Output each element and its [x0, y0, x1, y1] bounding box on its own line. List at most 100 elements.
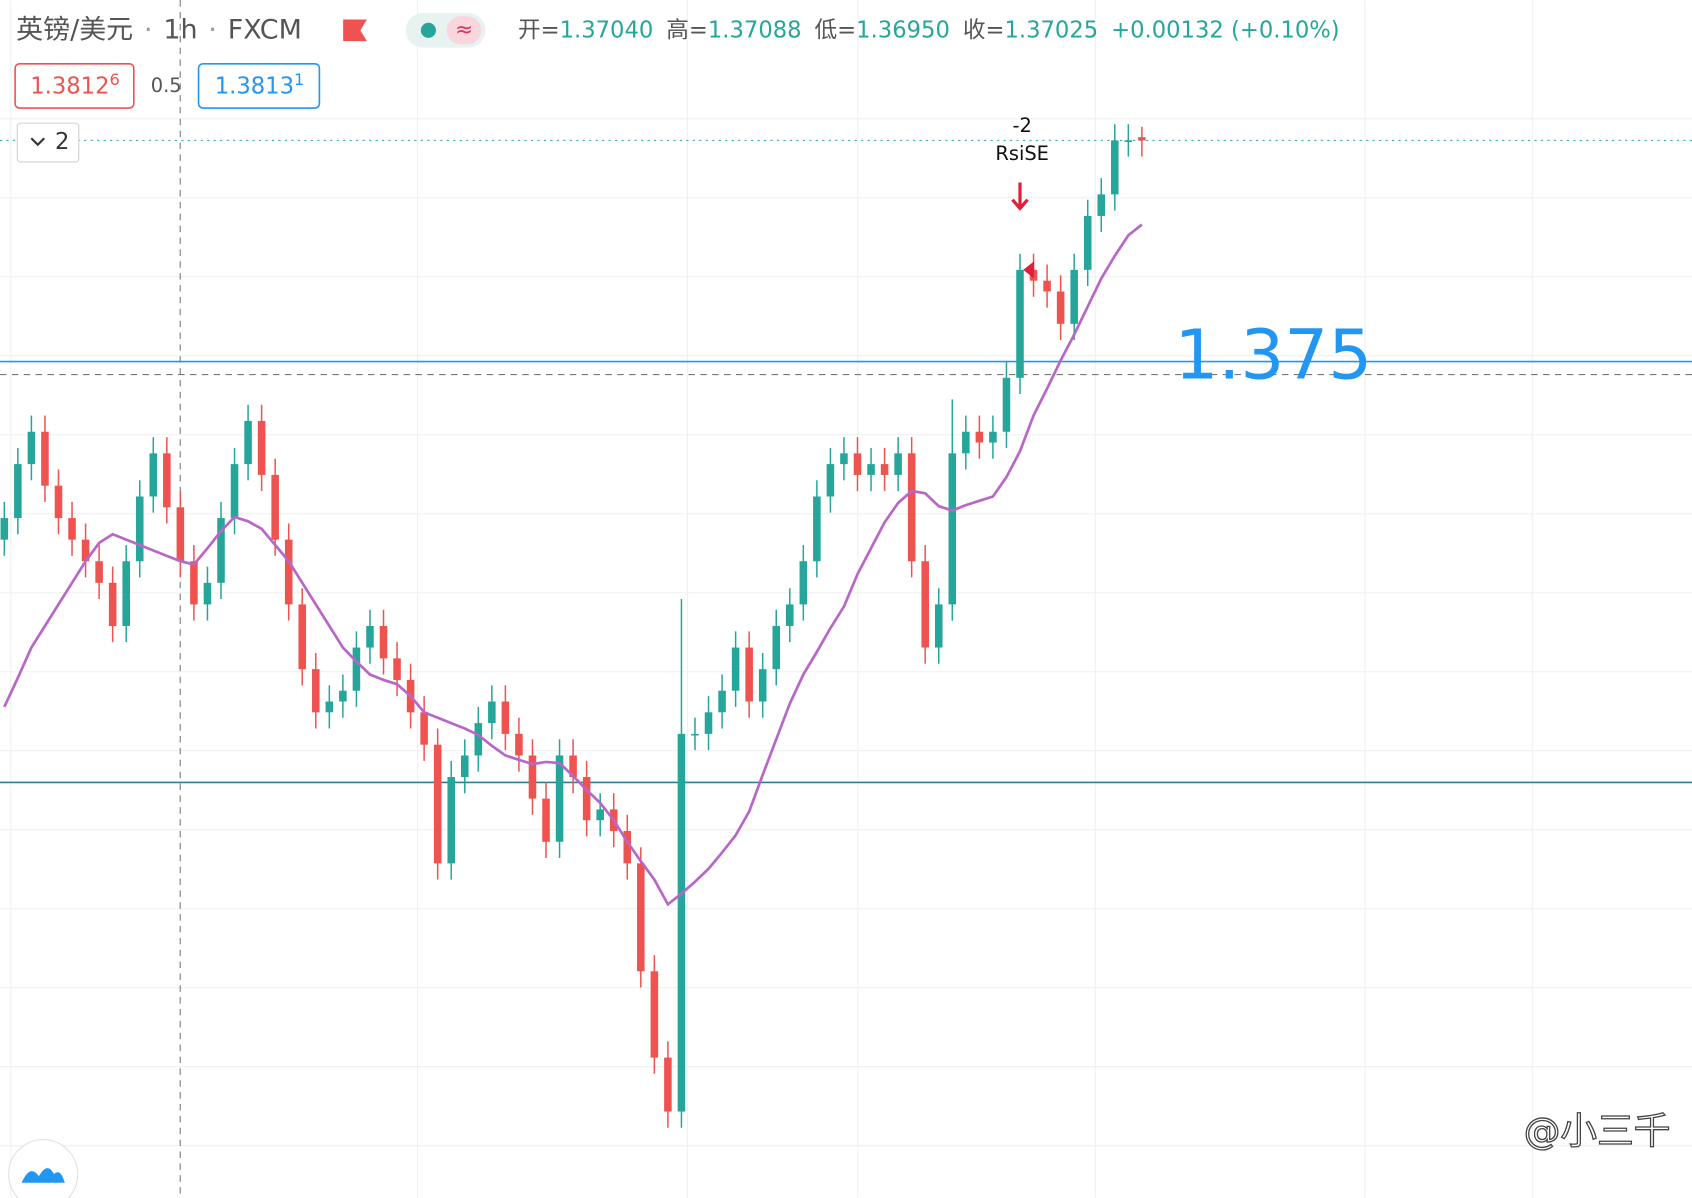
candle-body [1138, 137, 1146, 141]
candle-body [460, 755, 469, 778]
signal-triangle [1023, 261, 1035, 279]
candle-body [257, 420, 266, 475]
candle-body [1124, 140, 1133, 143]
candle-body [393, 658, 401, 680]
candle-body [731, 647, 740, 691]
candle-body [501, 701, 510, 734]
candle-body [298, 604, 307, 670]
candle-body [637, 863, 645, 972]
candle-body [691, 733, 699, 736]
overlay: 英镑/美元 · 1h · FXCM ≈ 开=1.37040 高=1.37088 低=1.36… [8, 13, 1671, 1198]
moving-average [3, 223, 1143, 907]
candle-body [623, 831, 632, 864]
indicator-toggle[interactable] [16, 122, 80, 163]
candle-body [786, 604, 794, 626]
signal-value: -2 [1012, 114, 1031, 137]
candle-body [447, 777, 455, 864]
candle-body [176, 507, 185, 562]
sell-price: 1.38126 [30, 69, 120, 98]
candle-body [853, 453, 862, 475]
ohlc-label: 开= [518, 17, 560, 43]
candle-body [54, 485, 63, 519]
candle-body [758, 669, 767, 702]
candle-body [677, 733, 686, 1112]
status-dot [420, 22, 436, 38]
candle-body [542, 798, 550, 842]
buy-button[interactable] [197, 62, 321, 109]
candle-body [312, 669, 320, 713]
candle-body [41, 431, 49, 486]
candle-body [1097, 194, 1106, 216]
candle-body [108, 582, 117, 626]
candle-body [528, 755, 537, 799]
candle-body [27, 431, 36, 465]
flag-icon[interactable] [343, 19, 367, 42]
interval: 1h [163, 14, 197, 45]
candle-body [488, 701, 496, 724]
signal-arrow [1011, 182, 1029, 211]
ohlc-value: 1.37025 [1004, 17, 1098, 43]
candle-body [948, 453, 957, 605]
candle-body [569, 755, 577, 778]
candle-body [894, 453, 902, 475]
candle-body [664, 1057, 672, 1112]
buy-main: 1.3813 [215, 73, 294, 99]
candle-body [921, 561, 929, 648]
candle-body [474, 723, 483, 756]
ohlc-line: 开=1.37040 高=1.37088 低=1.36950 收=1.37025 +0.0… [518, 17, 1340, 43]
plot [0, 124, 1692, 1128]
candle-body [14, 464, 22, 519]
candle-body [163, 453, 171, 508]
candle-body [934, 604, 943, 648]
ohlc-label: 高= [666, 17, 708, 43]
logo-circle[interactable] [8, 1139, 79, 1198]
candle-body [203, 582, 212, 605]
candle-body [704, 712, 713, 734]
header-line: 英镑/美元 · 1h · FXCM [16, 14, 302, 45]
candle-body [745, 647, 753, 702]
candle-body [813, 496, 821, 562]
candle-body [650, 971, 659, 1058]
candle-body [1002, 377, 1011, 432]
candle-body [867, 464, 875, 475]
source: FXCM [228, 14, 302, 45]
candle-body [339, 690, 347, 702]
candle-body [555, 755, 564, 842]
candle-body [271, 474, 279, 540]
candle-body [1016, 269, 1024, 378]
change: +0.00132 (+0.10%) [1111, 17, 1340, 43]
candle-body [284, 539, 293, 605]
ohlc-label: 收= [963, 17, 1005, 43]
candle-body [880, 464, 889, 475]
candle-body [190, 561, 198, 605]
ohlc-value: 1.36950 [856, 17, 950, 43]
ohlc-label: 低= [815, 17, 857, 43]
sell-pip: 6 [109, 69, 119, 88]
candle-body [244, 420, 252, 465]
separator: · [144, 14, 153, 45]
spread: 0.5 [151, 74, 182, 97]
watermark: @小三千 [1524, 1110, 1671, 1153]
candle-body [352, 647, 361, 691]
candle-body [718, 690, 726, 713]
candle-body [0, 518, 9, 540]
candle-body [515, 733, 523, 756]
level-label: 1.375 [1174, 315, 1372, 395]
candle-body [68, 518, 76, 540]
ohlc-value: 1.37088 [708, 17, 802, 43]
candle-body [217, 518, 225, 583]
candle-body [230, 464, 239, 519]
candle-body [379, 625, 388, 659]
candle-body [433, 744, 442, 864]
sell-button[interactable] [14, 62, 135, 109]
status-wave-bg [446, 16, 482, 45]
signal-name: RsiSE [995, 142, 1049, 165]
candle-body [907, 453, 916, 562]
separator: · [208, 14, 217, 45]
candle-body [1111, 140, 1119, 195]
candle-body [799, 561, 808, 605]
symbol: 英镑/美元 [16, 14, 133, 45]
